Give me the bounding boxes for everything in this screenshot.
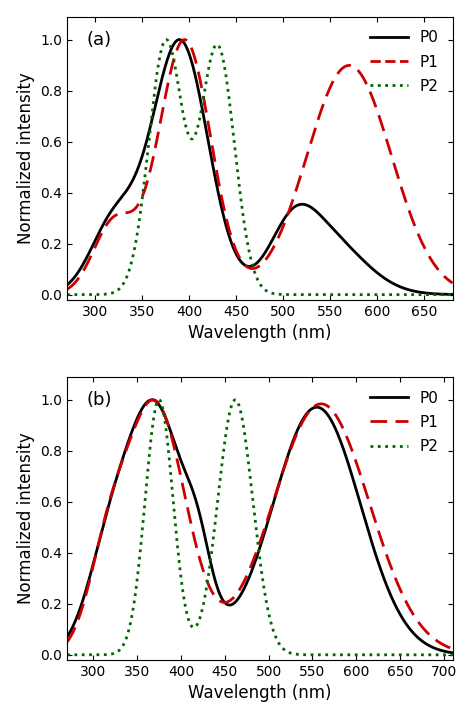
P1 xyxy=(329,406,335,415)
P0 xyxy=(64,280,70,289)
Legend: P0, P1, P2: P0, P1, P2 xyxy=(364,24,445,100)
P2 xyxy=(64,651,70,659)
P0 xyxy=(450,290,456,299)
P0 xyxy=(365,526,371,534)
P2 xyxy=(372,290,378,299)
P0 xyxy=(104,509,109,518)
Legend: P0, P1, P2: P0, P1, P2 xyxy=(364,385,445,460)
P2 xyxy=(450,651,456,659)
P1 xyxy=(450,279,456,288)
P2 xyxy=(156,395,162,404)
Line: P1: P1 xyxy=(67,40,453,289)
P0 xyxy=(235,252,240,260)
P1 xyxy=(220,201,226,210)
P0 xyxy=(329,418,335,426)
P0 xyxy=(329,224,335,232)
P1 xyxy=(150,395,156,404)
P2 xyxy=(64,290,70,299)
Line: P1: P1 xyxy=(67,400,453,649)
P2 xyxy=(450,290,456,299)
P2 xyxy=(164,35,169,44)
P1 xyxy=(372,516,378,525)
P0 xyxy=(372,267,378,275)
P1 xyxy=(104,221,109,229)
P2 xyxy=(220,448,226,457)
P1 xyxy=(365,83,371,91)
P0 xyxy=(104,214,109,223)
P2 xyxy=(329,290,335,299)
X-axis label: Wavelength (nm): Wavelength (nm) xyxy=(188,684,332,702)
P2 xyxy=(104,290,109,298)
P2 xyxy=(365,651,371,659)
P1 xyxy=(64,285,70,293)
Line: P2: P2 xyxy=(67,400,453,655)
Y-axis label: Normalized intensity: Normalized intensity xyxy=(17,433,35,604)
Line: P0: P0 xyxy=(67,400,453,653)
P0 xyxy=(64,633,70,641)
Line: P0: P0 xyxy=(67,40,453,295)
P1 xyxy=(372,100,378,109)
Text: (b): (b) xyxy=(86,391,112,409)
P1 xyxy=(235,589,240,597)
P2 xyxy=(365,290,371,299)
Y-axis label: Normalized intensity: Normalized intensity xyxy=(17,73,35,244)
P2 xyxy=(235,397,240,406)
P0 xyxy=(220,597,226,605)
P2 xyxy=(220,56,226,65)
P1 xyxy=(235,249,240,257)
P2 xyxy=(372,651,378,659)
P2 xyxy=(235,165,240,173)
P0 xyxy=(372,548,378,557)
P0 xyxy=(365,260,371,269)
P1 xyxy=(220,598,226,607)
P0 xyxy=(149,395,155,404)
P1 xyxy=(365,494,371,503)
P0 xyxy=(450,649,456,657)
P1 xyxy=(104,508,109,516)
P1 xyxy=(64,638,70,646)
Text: (a): (a) xyxy=(86,31,111,49)
P1 xyxy=(329,79,335,88)
P2 xyxy=(329,651,335,659)
P0 xyxy=(176,35,182,44)
X-axis label: Wavelength (nm): Wavelength (nm) xyxy=(188,324,332,342)
P2 xyxy=(104,650,109,659)
P1 xyxy=(450,644,456,653)
P0 xyxy=(220,211,226,219)
P0 xyxy=(235,595,240,604)
P1 xyxy=(182,35,187,44)
Line: P2: P2 xyxy=(67,40,453,295)
